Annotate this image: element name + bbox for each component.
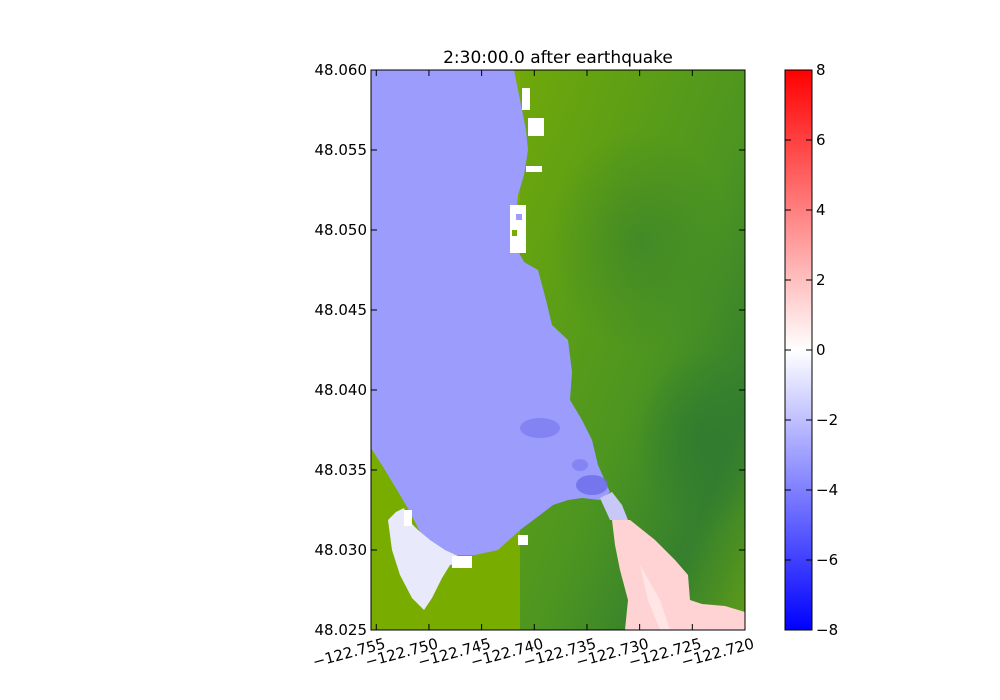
colorbar-tick-label: 0 xyxy=(816,341,826,359)
y-tick-label: 48.045 xyxy=(315,301,368,319)
land-dark-region xyxy=(635,350,745,530)
chart-title: 2:30:00.0 after earthquake xyxy=(443,48,673,68)
map-image xyxy=(371,70,745,630)
white-patch-north-2 xyxy=(528,118,544,136)
white-patch-shore xyxy=(452,556,472,568)
y-tick-label: 48.035 xyxy=(315,461,368,479)
y-tick-label: 48.060 xyxy=(315,61,368,79)
colorbar-tick-label: −4 xyxy=(816,481,838,499)
colorbar-tick-label: −6 xyxy=(816,551,838,569)
white-patch-mid xyxy=(526,166,542,172)
water-speck xyxy=(516,214,522,220)
y-axis: 48.060 48.055 48.050 48.045 48.040 48.035 48.0… xyxy=(315,61,745,639)
white-patch-north xyxy=(522,88,530,110)
colorbar-tick-label: 8 xyxy=(816,61,826,79)
y-tick-label: 48.055 xyxy=(315,141,368,159)
dark-blue-patch xyxy=(520,418,560,438)
dark-blue-channel xyxy=(576,475,608,495)
y-tick-label: 48.040 xyxy=(315,381,368,399)
land-dark-region-north xyxy=(550,130,730,350)
y-tick-label: 48.025 xyxy=(315,621,368,639)
y-tick-label: 48.030 xyxy=(315,541,368,559)
white-patch-lagoon xyxy=(404,510,412,526)
colorbar-axis: 8 6 4 2 0 −2 −4 −6 −8 xyxy=(785,61,838,639)
colorbar-tick-label: −8 xyxy=(816,621,838,639)
lilac-lagoon xyxy=(388,508,470,610)
pink-inlet xyxy=(612,520,745,630)
white-patch-coast xyxy=(510,205,526,253)
colorbar-tick-label: 6 xyxy=(816,131,826,149)
white-patch-east xyxy=(518,535,528,545)
y-tick-label: 48.050 xyxy=(315,221,368,239)
channel-lilac xyxy=(600,492,628,520)
colorbar-tick-label: 2 xyxy=(816,271,826,289)
colorbar-tick-label: −2 xyxy=(816,411,838,429)
plot-frame xyxy=(370,69,746,631)
pink-inlet-light xyxy=(640,565,670,630)
land-speck xyxy=(512,230,517,236)
colorbar-tick-label: 4 xyxy=(816,201,826,219)
dark-blue-spot xyxy=(572,459,588,471)
